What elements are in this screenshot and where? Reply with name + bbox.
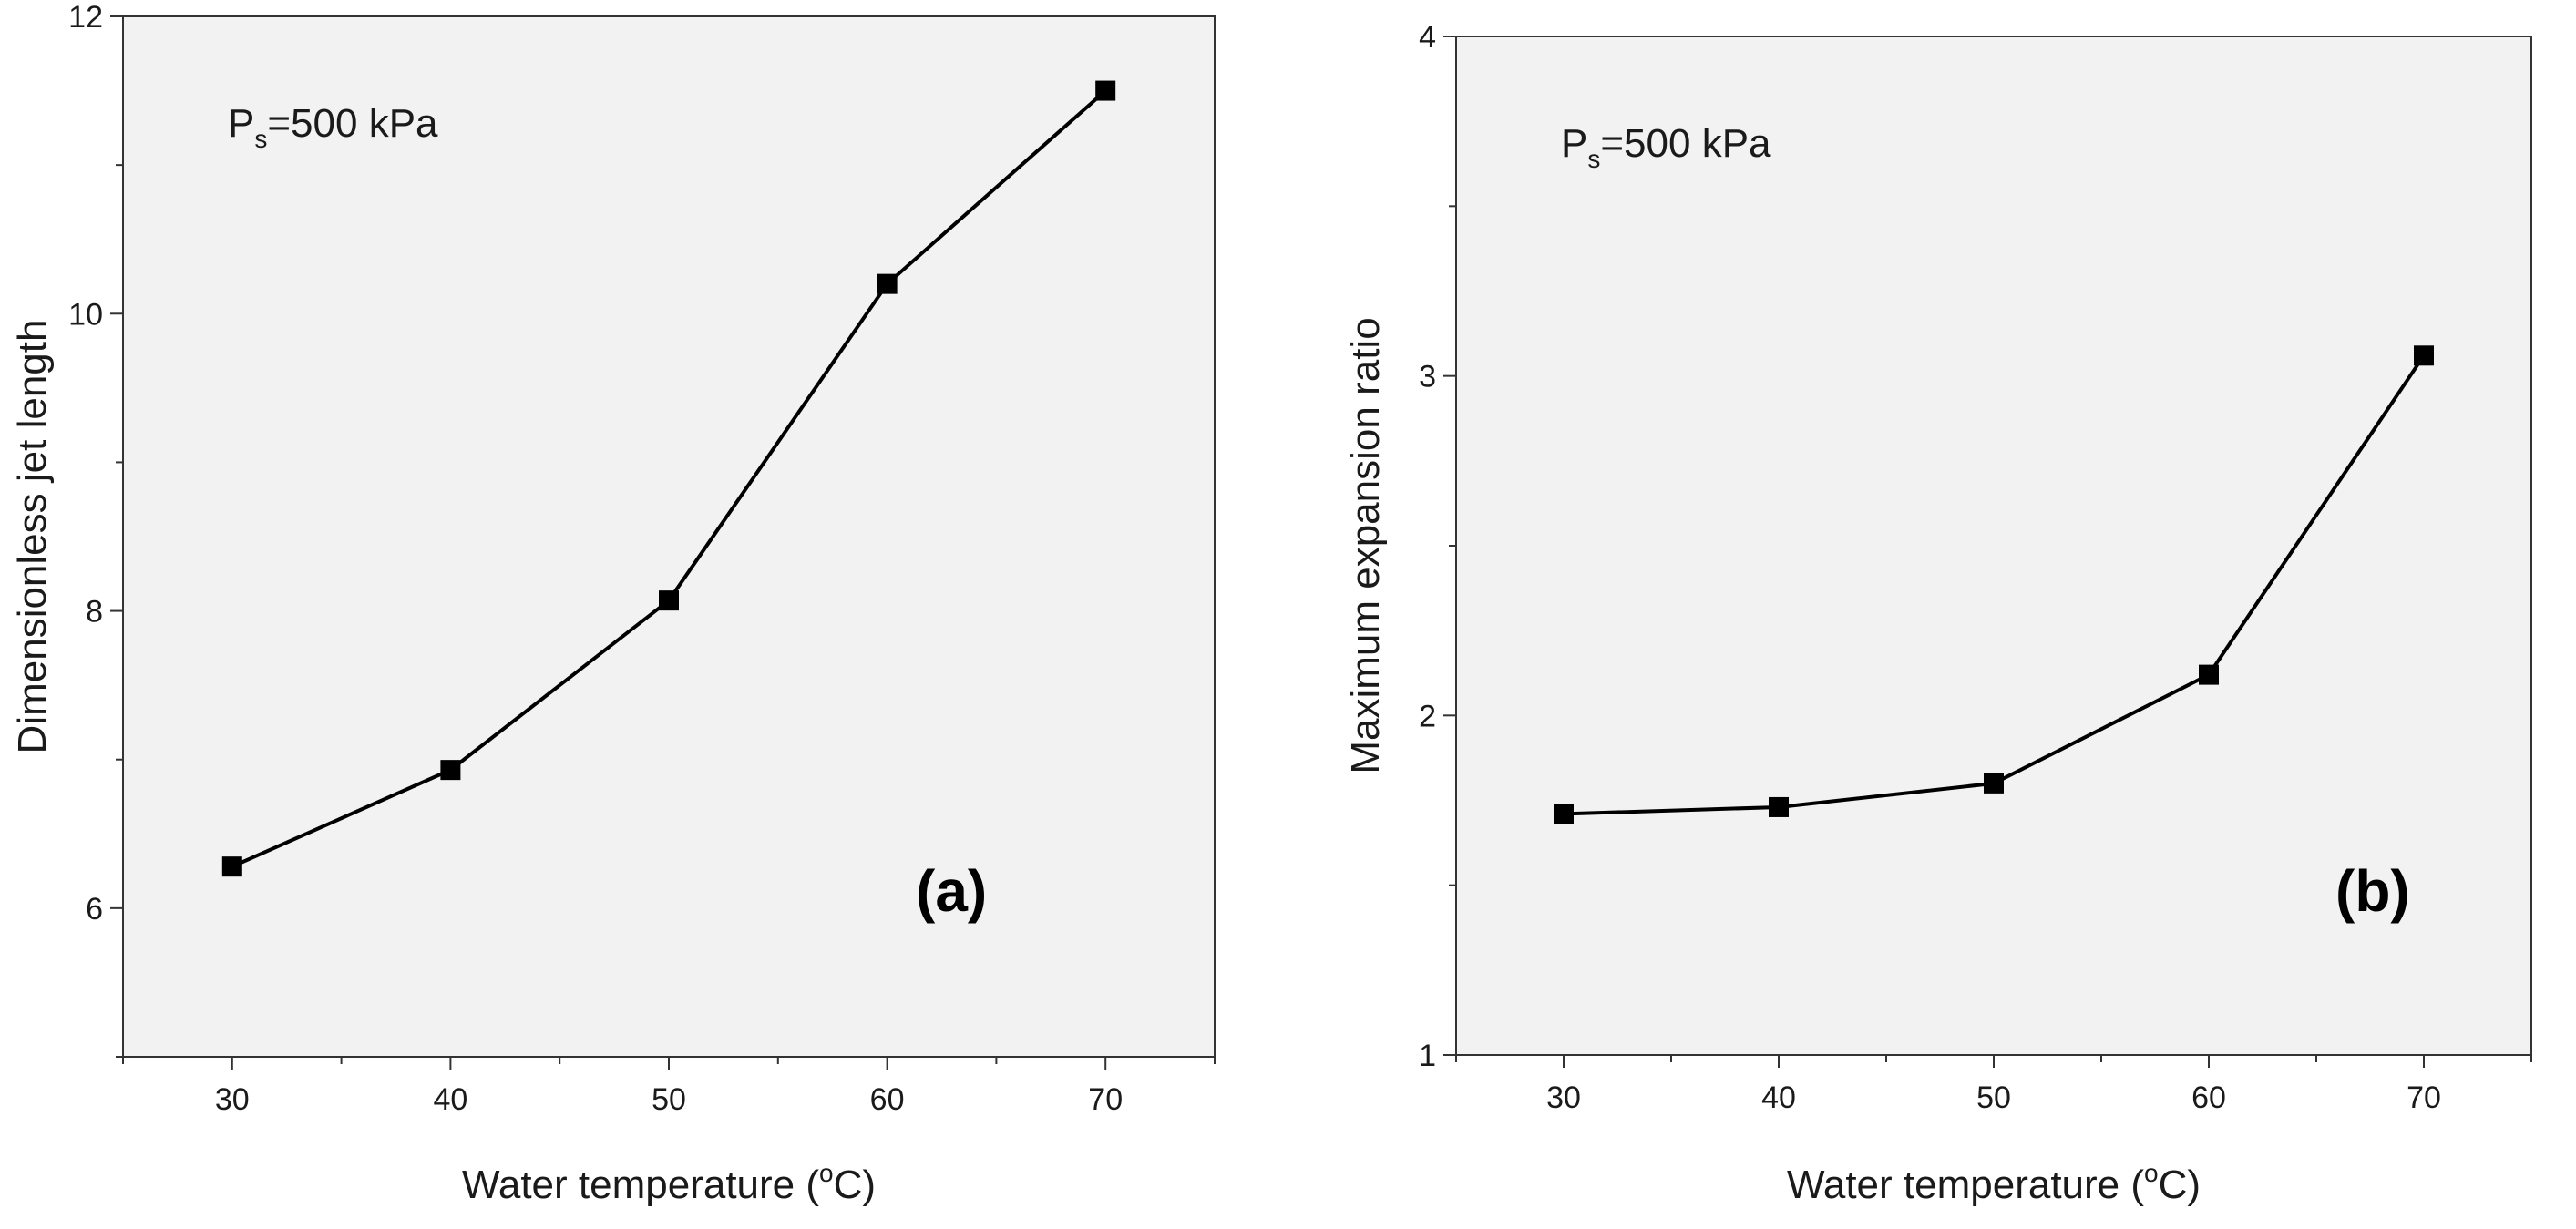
data-point-marker	[1769, 796, 1789, 817]
data-point-marker	[659, 590, 679, 611]
y-tick-label: 8	[86, 595, 103, 630]
x-tick-label: 40	[1761, 1080, 1796, 1115]
plot-area	[1455, 36, 2532, 1056]
chart-panel-b: 30 40 50 60 70 1 2 3 4 Ps=500 kPa (b) Water temp…	[1288, 0, 2576, 1229]
x-axis-title: Water temperature (oC)	[1787, 1159, 2201, 1207]
chart-b-svg: 30 40 50 60 70 1 2 3 4 Ps=500 kPa (b) Water temp…	[1343, 20, 2532, 1207]
data-point-marker	[221, 856, 242, 877]
data-point-marker	[877, 273, 898, 294]
x-tick-label: 50	[652, 1082, 686, 1117]
chart-panel-a: 30 40 50 60 70 6 8 10 12 Ps=500 kPa (a) Water te…	[10, 0, 1216, 1207]
x-tick-label: 30	[215, 1082, 250, 1117]
x-tick-label: 30	[1546, 1080, 1581, 1115]
y-tick-label: 6	[86, 892, 103, 927]
pressure-annotation: Ps=500 kPa	[228, 101, 438, 153]
x-tick-label: 60	[2191, 1080, 2226, 1115]
y-tick-label: 2	[1419, 699, 1436, 733]
chart-a-svg: 30 40 50 60 70 6 8 10 12 Ps=500 kPa (a) Water te…	[10, 0, 1216, 1207]
plot-area	[122, 15, 1216, 1058]
y-tick-label: 1	[1419, 1039, 1436, 1073]
y-tick-label: 12	[68, 0, 103, 35]
x-tick-label: 70	[2407, 1080, 2441, 1115]
data-point-marker	[1554, 804, 1574, 824]
x-axis-title: Water temperature (oC)	[462, 1159, 876, 1207]
panel-label: (b)	[2335, 858, 2410, 924]
y-axis-title: Maximum expansion ratio	[1343, 317, 1388, 773]
data-point-marker	[1984, 773, 2004, 794]
data-point-marker	[1095, 80, 1116, 101]
data-point-marker	[440, 760, 461, 781]
data-point-marker	[2199, 664, 2219, 685]
pressure-annotation: Ps=500 kPa	[1561, 121, 1771, 173]
y-tick-label: 3	[1419, 360, 1436, 394]
x-tick-label: 50	[1976, 1080, 2011, 1115]
panel-label: (a)	[916, 858, 987, 924]
x-tick-label: 60	[870, 1082, 905, 1117]
x-tick-label: 70	[1088, 1082, 1123, 1117]
y-tick-label: 4	[1419, 20, 1436, 55]
y-tick-label: 10	[68, 297, 103, 332]
y-axis-title: Dimensionless jet length	[10, 320, 55, 754]
data-point-marker	[2414, 345, 2434, 366]
x-tick-label: 40	[433, 1082, 467, 1117]
